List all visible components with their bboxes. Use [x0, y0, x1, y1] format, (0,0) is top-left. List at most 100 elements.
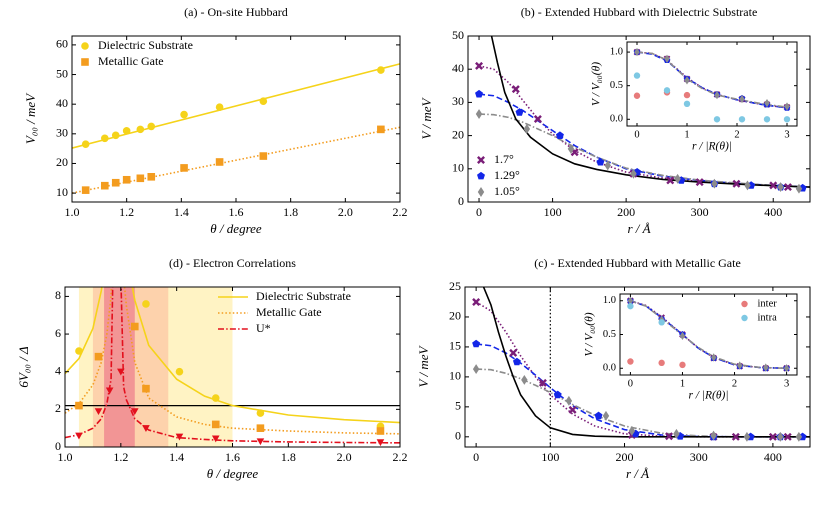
marker: [633, 92, 641, 99]
marker: [515, 108, 524, 116]
marker: [738, 116, 746, 123]
plot-area: [72, 63, 400, 194]
x-tick-label: 300: [691, 205, 709, 219]
x-tick-label: 1.6: [225, 450, 240, 464]
marker: [101, 181, 109, 190]
y-axis-label: V / meV: [419, 96, 434, 139]
marker: [256, 438, 265, 446]
marker: [509, 348, 518, 357]
marker: [627, 296, 634, 305]
x-tick-label: 1.2: [119, 205, 134, 219]
plot-area: [627, 296, 790, 373]
marker: [211, 435, 220, 443]
x-tick-label: 200: [616, 450, 634, 464]
plot-area: [475, 36, 810, 194]
marker: [75, 347, 83, 355]
span: [104, 287, 135, 447]
inset-background: [627, 42, 797, 126]
marker: [596, 157, 605, 166]
marker: [604, 160, 611, 171]
axes-frame: [464, 286, 811, 448]
x-tick-label: 1.4: [169, 450, 184, 464]
marker: [147, 173, 156, 181]
marker: [713, 116, 721, 123]
marker: [711, 178, 718, 189]
plot-area: [65, 287, 400, 447]
marker: [555, 131, 564, 139]
legend-label: U*: [256, 321, 271, 335]
marker: [683, 91, 691, 99]
marker: [130, 408, 139, 416]
x-tick-label: 1: [680, 378, 685, 389]
x-axis-label: r / Å: [626, 466, 649, 481]
x-axis-label: θ / degree: [207, 466, 259, 481]
y-tick-label: 25: [449, 279, 461, 293]
legend-swatch: [81, 42, 89, 50]
marker: [679, 331, 686, 341]
y-tick-label: 0: [458, 194, 464, 208]
curve: [65, 287, 400, 424]
marker: [75, 432, 83, 440]
marker: [743, 431, 751, 442]
panel-title: (a) - On-site Hubbard: [184, 5, 288, 19]
marker: [475, 109, 483, 119]
marker: [695, 178, 704, 187]
y-tick-label: 50: [56, 66, 68, 80]
marker: [211, 394, 220, 402]
x-tick-label: 100: [544, 205, 562, 219]
marker: [630, 168, 637, 179]
marker: [142, 425, 150, 432]
marker: [511, 85, 520, 94]
panel-title: (c) - Extended Hubbard with Metallic Gat…: [534, 256, 741, 270]
marker: [81, 186, 90, 194]
marker: [521, 374, 528, 385]
marker: [117, 368, 125, 376]
legend-label: intra: [758, 312, 778, 323]
marker: [567, 143, 575, 154]
marker: [111, 178, 120, 187]
y-tick-label: 60: [56, 37, 68, 51]
x-tick-label: 200: [617, 205, 635, 219]
y-tick-label: 2: [55, 401, 61, 415]
legend-label: Dielectric Substrate: [256, 289, 351, 303]
marker: [777, 431, 784, 442]
x-tick-label: 100: [541, 450, 559, 464]
marker: [731, 432, 740, 441]
marker: [175, 367, 184, 376]
x-axis-label: θ / degree: [210, 221, 262, 236]
x-tick-label: 2: [732, 378, 737, 389]
marker: [377, 125, 385, 134]
marker: [136, 174, 145, 183]
marker: [472, 339, 481, 348]
x-tick-label: 1.8: [283, 205, 298, 219]
y-tick-label: 1.0: [610, 46, 623, 57]
panel-title: (b) - Extended Hubbard with Dielectric S…: [521, 5, 758, 19]
marker: [737, 361, 743, 370]
y-tick-label: 0.0: [610, 114, 623, 125]
marker: [710, 430, 717, 441]
legend-swatch: [741, 300, 748, 308]
y-tick-label: 30: [56, 126, 68, 140]
marker: [565, 395, 573, 406]
y-tick-label: 0.5: [603, 329, 616, 340]
y-tick-label: 15: [449, 339, 461, 353]
marker: [714, 90, 720, 100]
y-tick-label: 0.5: [610, 80, 623, 91]
y-tick-label: 5: [455, 399, 461, 413]
x-tick-label: 2.2: [393, 450, 408, 464]
x-tick-label: 1.4: [174, 205, 189, 219]
x-tick-label: 1.6: [229, 205, 244, 219]
marker: [122, 175, 131, 184]
marker: [674, 173, 681, 184]
x-tick-label: 1: [684, 129, 689, 140]
plot-area: [633, 47, 791, 123]
x-tick-label: 3: [784, 378, 789, 389]
marker: [180, 110, 188, 119]
x-tick-label: 1.8: [281, 450, 296, 464]
x-tick-label: 0: [476, 205, 482, 219]
marker: [658, 359, 665, 367]
axes-frame: [626, 41, 798, 127]
marker: [768, 432, 777, 441]
marker: [679, 361, 686, 369]
x-tick-label: 1.2: [113, 450, 128, 464]
